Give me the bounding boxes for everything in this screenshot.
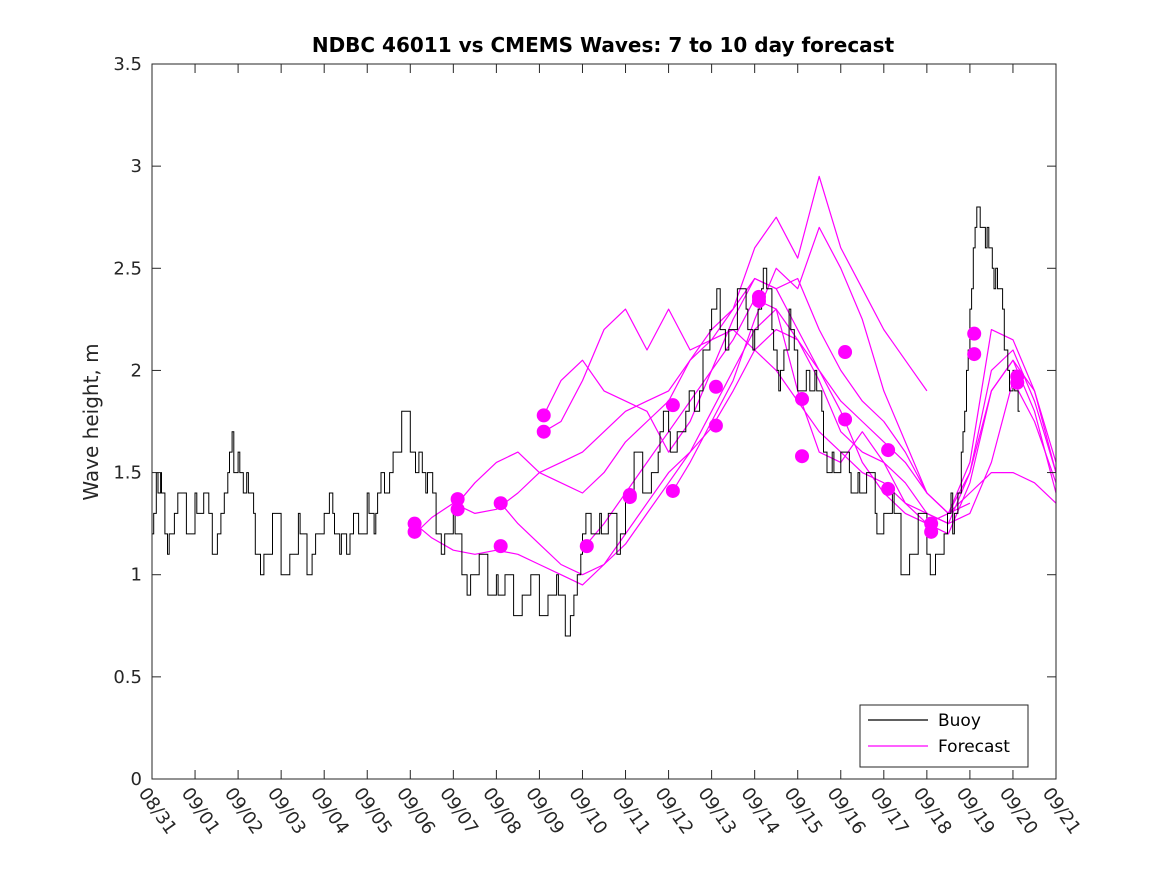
forecast-marker xyxy=(665,483,680,498)
forecast-marker xyxy=(708,379,723,394)
forecast-marker xyxy=(881,481,896,496)
y-tick-label: 0.5 xyxy=(113,667,142,688)
forecast-marker xyxy=(838,345,853,360)
forecast-marker xyxy=(838,412,853,427)
y-tick-label: 2 xyxy=(131,360,142,381)
forecast-marker xyxy=(924,524,939,539)
plot-background xyxy=(152,64,1056,779)
y-ticks: 0 0.5 1 1.5 2 2.5 3 3.5 xyxy=(113,54,1056,790)
forecast-marker xyxy=(450,502,465,517)
forecast-marker xyxy=(407,524,422,539)
forecast-marker xyxy=(493,539,508,554)
forecast-line-8 xyxy=(672,226,1057,515)
legend-forecast-label: Forecast xyxy=(938,737,1010,757)
forecast-marker xyxy=(665,398,680,413)
y-tick-label: 1 xyxy=(131,565,142,586)
y-tick-label: 2.5 xyxy=(113,258,142,279)
forecast-line-5 xyxy=(543,277,1057,515)
forecast-marker xyxy=(536,408,551,423)
axes xyxy=(151,63,1057,780)
forecast-marker xyxy=(1010,375,1025,390)
forecast-marker xyxy=(967,326,982,341)
forecast-markers xyxy=(407,289,1025,554)
forecast-marker xyxy=(795,449,810,464)
y-tick-label: 0 xyxy=(131,769,142,790)
axes-box xyxy=(151,63,1057,780)
forecast-line-7 xyxy=(586,298,1057,545)
buoy-line-group xyxy=(152,206,1020,637)
chart-title: NDBC 46011 vs CMEMS Waves: 7 to 10 day f… xyxy=(312,33,895,57)
y-tick-label: 1.5 xyxy=(113,463,142,484)
legend: Buoy Forecast xyxy=(859,704,1029,768)
forecast-marker xyxy=(795,392,810,407)
y-tick-label: 3.5 xyxy=(113,54,142,75)
forecast-line-2 xyxy=(414,175,928,535)
forecast-marker xyxy=(751,293,766,308)
forecast-marker xyxy=(967,347,982,362)
legend-box xyxy=(859,704,1029,768)
forecast-marker xyxy=(622,490,637,505)
y-tick-label: 3 xyxy=(131,156,142,177)
forecast-marker xyxy=(579,539,594,554)
y-axis-label: Wave height, m xyxy=(79,343,103,500)
plot-area xyxy=(152,64,1056,779)
forecast-marker xyxy=(708,418,723,433)
forecast-marker xyxy=(493,496,508,511)
forecast-marker xyxy=(881,443,896,458)
forecast-marker xyxy=(536,424,551,439)
forecast-marker xyxy=(450,492,465,507)
legend-buoy-label: Buoy xyxy=(938,711,981,731)
buoy-line xyxy=(152,206,1020,637)
